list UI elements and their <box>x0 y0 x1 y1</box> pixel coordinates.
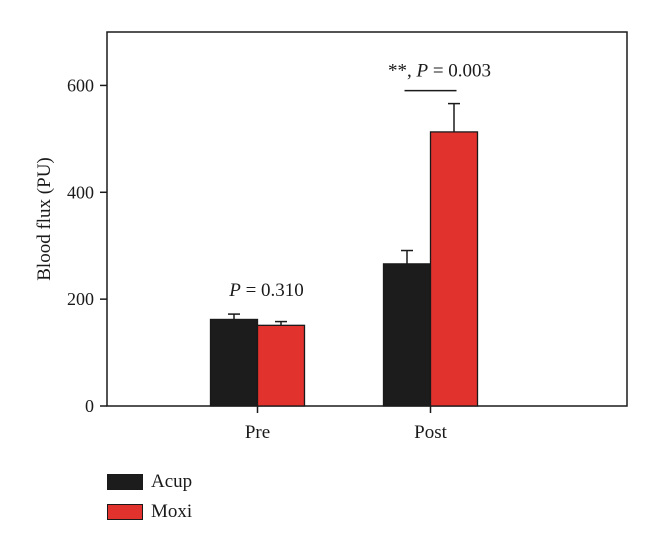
annotation-p-value: = 0.003 <box>428 61 491 82</box>
bar-chart: 0 200 400 600 Blood flux (PU) Pre Post P = 0.31… <box>34 31 628 443</box>
axes-frame <box>106 31 628 407</box>
plot-area: 0 200 400 600 Blood flux (PU) Pre Post P = 0.31… <box>34 31 628 443</box>
annotation-p-value: = 0.310 <box>241 280 304 301</box>
bar-acup-pre <box>209 318 259 407</box>
legend-label-moxi: Moxi <box>151 501 193 522</box>
annotation-prefix: **, <box>388 61 417 82</box>
y-tick-label: 0 <box>85 396 94 416</box>
annotation-p-symbol: P <box>415 61 428 82</box>
y-tick-label: 600 <box>67 75 94 95</box>
significance-annotation: **, P = 0.003 <box>388 61 491 82</box>
legend-label-acup: Acup <box>151 471 193 492</box>
bar-moxi-pre <box>256 324 306 407</box>
legend-item-acup: Acup <box>107 470 192 494</box>
y-tick-label: 200 <box>67 289 94 309</box>
annotation-p-symbol: P <box>228 280 241 301</box>
legend: Acup Moxi <box>107 470 192 530</box>
bar-moxi-post <box>429 131 479 407</box>
significance-annotation: P = 0.310 <box>228 280 304 301</box>
legend-item-moxi: Moxi <box>107 500 192 524</box>
legend-swatch-moxi <box>107 504 143 520</box>
legend-swatch-acup <box>107 474 143 490</box>
y-tick-label: 400 <box>67 182 94 202</box>
y-axis-label: Blood flux (PU) <box>34 157 55 281</box>
x-tick-label: Post <box>414 422 447 443</box>
bar-acup-post <box>382 263 432 407</box>
x-tick-label: Pre <box>245 422 270 443</box>
